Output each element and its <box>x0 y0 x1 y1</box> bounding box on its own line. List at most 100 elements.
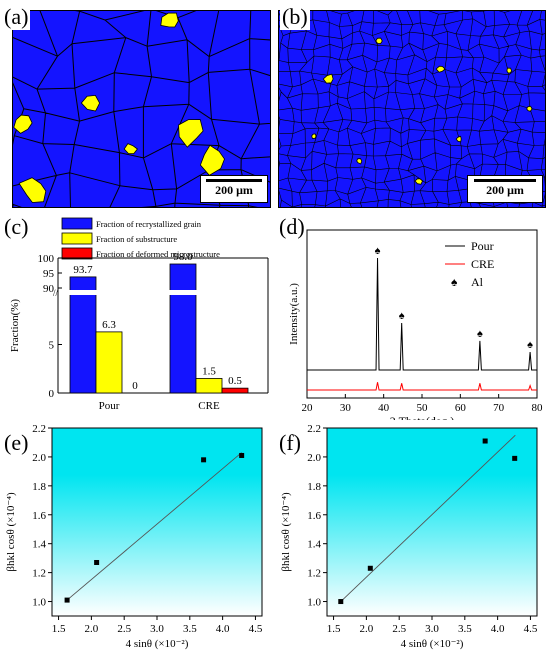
x-tick-label: 20 <box>302 402 314 414</box>
panel-b: (b) 200 μm <box>275 0 550 210</box>
scale-bar-b: 200 μm <box>467 175 543 203</box>
panel-f: (f) 1.5 2.0 2.5 3.0 3.5 4.0 4.5 1.0 1.2 1.4 1.6 1.8… <box>279 423 538 650</box>
bar-grain-CRE <box>169 263 197 394</box>
x-tick-label: 4.0 <box>491 623 505 635</box>
y-tick-label: 95 <box>43 268 55 280</box>
legend-label-cre: CRE <box>471 257 494 271</box>
data-label: 98.0 <box>173 251 193 263</box>
x-tick-label: CRE <box>198 400 220 412</box>
panel-e: (e) 1.5 2.0 2.5 3.0 3.5 4.0 4.5 1.0 1.2 1.4 1.6 1.8… <box>4 423 263 650</box>
panel-c: (c) Fraction of recrystallized grain Frac… <box>4 214 269 412</box>
substructure-region <box>375 37 383 45</box>
x-axis-label: 4 sinθ (×10⁻²) <box>401 638 464 650</box>
background-gradient <box>327 428 537 616</box>
substructure-region <box>356 158 363 165</box>
data-point <box>64 597 70 603</box>
al-peak-marker: ♠ <box>527 339 533 351</box>
y-tick-label: 100 <box>38 253 55 265</box>
x-axis-label: 2 Theta(deg.) <box>390 414 454 420</box>
panel-label-a: (a) <box>2 4 31 30</box>
y-tick-label: 1.8 <box>307 481 321 493</box>
panel-d: (d) 20 30 40 50 60 70 80 2 Theta(deg.) Intensity… <box>279 214 544 420</box>
x-tick-label: 40 <box>378 402 390 414</box>
y-tick-label: 1.8 <box>32 481 46 493</box>
panel-label-b: (b) <box>280 4 310 30</box>
y-tick-label: 2.0 <box>32 452 46 464</box>
x-tick-label: 80 <box>532 402 544 414</box>
bar-substructure-Pour <box>95 331 123 394</box>
data-point <box>512 455 518 461</box>
y-tick-label: 1.6 <box>307 510 321 522</box>
x-tick-label: 50 <box>417 402 429 414</box>
scale-label-a: 200 μm <box>215 183 253 197</box>
legend-marker-al: ♠ <box>451 275 458 289</box>
y-tick-label: 1.2 <box>307 568 321 580</box>
al-peak-marker: ♠ <box>375 245 381 257</box>
x-tick-label: 1.5 <box>52 623 66 635</box>
substructure-region <box>199 144 225 176</box>
x-tick-label: 60 <box>455 402 467 414</box>
substructure-region <box>160 12 179 28</box>
bar-grain-Pour <box>69 276 97 394</box>
y-tick-label: 90 <box>43 283 55 295</box>
substructure-region <box>311 133 317 139</box>
legend-label-3: Fraction of deformed microstructure <box>96 249 220 259</box>
data-point <box>201 457 207 463</box>
y-tick-label: 1.0 <box>307 597 321 609</box>
bar-break-gap <box>169 290 197 295</box>
substructure-region <box>526 105 533 112</box>
legend-swatch-2 <box>61 232 93 245</box>
x-tick-label: 4.5 <box>524 623 538 635</box>
legend-label-1: Fraction of recrystallized grain <box>96 219 202 229</box>
x-tick-label: 2.5 <box>117 623 131 635</box>
y-tick-label: 1.2 <box>32 568 46 580</box>
x-tick-label: 1.5 <box>327 623 341 635</box>
x-tick-label: 30 <box>340 402 352 414</box>
al-peak-marker: ♠ <box>399 310 405 322</box>
x-tick-label: 3.0 <box>150 623 164 635</box>
data-point <box>367 565 373 571</box>
y-tick-label: 1.4 <box>32 539 46 551</box>
x-tick-label: 3.5 <box>458 623 472 635</box>
data-label: 1.5 <box>202 365 216 377</box>
bar-break-gap <box>69 290 97 295</box>
x-tick-label: 70 <box>493 402 505 414</box>
y-axis-label: βhkl cosθ (×10⁻⁴) <box>280 492 292 572</box>
fit-line <box>340 434 516 602</box>
data-label: 0.5 <box>228 375 242 387</box>
substructure-region <box>506 67 513 74</box>
data-label: 93.7 <box>73 264 93 276</box>
y-axis-label: Intensity(a.u.) <box>288 283 300 345</box>
substructure-region <box>80 94 101 112</box>
y-tick-label: 1.0 <box>32 597 46 609</box>
bar-substructure-CRE <box>195 378 223 394</box>
y-tick-label: 5 <box>49 340 55 352</box>
panel-label-e: (e) <box>4 430 28 455</box>
y-tick-label: 2.0 <box>307 452 321 464</box>
plot-frame <box>306 229 538 399</box>
substructure-region <box>322 73 334 84</box>
legend-label-al: Al <box>471 275 484 289</box>
y-axis-label: Fraction(%) <box>9 299 21 352</box>
data-label: 6.3 <box>102 319 116 331</box>
legend-label-pour: Pour <box>471 239 494 253</box>
substructure-region <box>455 135 462 143</box>
x-tick-label: 2.0 <box>360 623 374 635</box>
data-point <box>94 559 100 565</box>
y-tick-label: 1.6 <box>32 510 46 522</box>
x-tick-label: 4.5 <box>249 623 263 635</box>
panel-label-d: (d) <box>279 214 305 239</box>
ebsd-map-pour <box>12 10 271 208</box>
bar-microstructure-CRE <box>221 387 249 394</box>
grain-boundaries-a <box>13 11 270 207</box>
x-tick-label: Pour <box>99 400 120 412</box>
panel-a: (a) 200 μm <box>0 0 275 210</box>
axis-break-mark: // <box>53 288 59 298</box>
y-axis-label: βhkl cosθ (×10⁻⁴) <box>5 492 17 572</box>
fit-line <box>66 452 242 601</box>
x-tick-label: 2.5 <box>392 623 406 635</box>
panel-label-c: (c) <box>4 214 28 239</box>
data-point <box>338 599 344 605</box>
legend-swatch-3 <box>61 247 93 260</box>
y-tick-label: 0 <box>49 388 55 400</box>
